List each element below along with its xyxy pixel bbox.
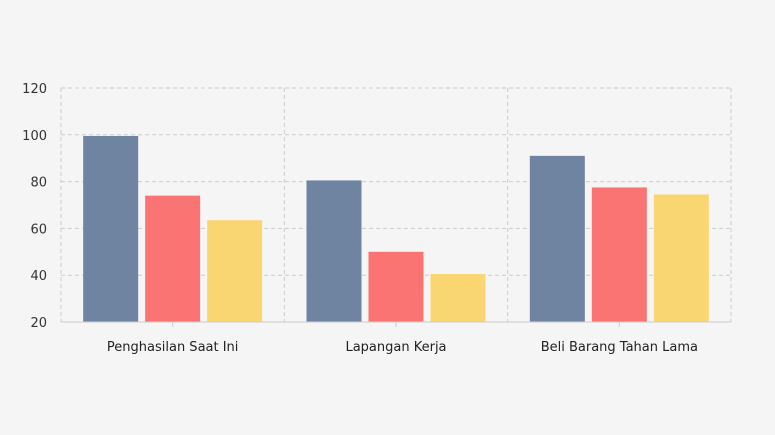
bar[interactable]: [529, 155, 585, 322]
grid-layer: [60, 87, 732, 322]
bar[interactable]: [653, 194, 709, 322]
labels-layer: 20 40 60 80 100 120 Penghasilan Saat Ini Lapang…: [22, 82, 698, 355]
x-category-label: Beli Barang Tahan Lama: [541, 340, 698, 355]
bars-layer: [83, 135, 709, 322]
bar[interactable]: [207, 220, 263, 322]
bar[interactable]: [306, 180, 362, 322]
y-tick-label: 120: [22, 82, 47, 97]
y-tick-label: 60: [30, 222, 47, 237]
y-tick-label: 20: [30, 316, 47, 331]
bar[interactable]: [83, 135, 139, 322]
bar[interactable]: [368, 251, 424, 322]
y-tick-label: 100: [22, 129, 47, 144]
axis-layer: [61, 321, 731, 327]
bar[interactable]: [430, 274, 486, 322]
bar[interactable]: [591, 187, 647, 322]
y-tick-label: 80: [30, 176, 47, 191]
y-tick-label: 40: [30, 269, 47, 284]
x-category-label: Penghasilan Saat Ini: [107, 340, 239, 355]
bar[interactable]: [145, 195, 201, 322]
x-category-label: Lapangan Kerja: [345, 340, 446, 355]
